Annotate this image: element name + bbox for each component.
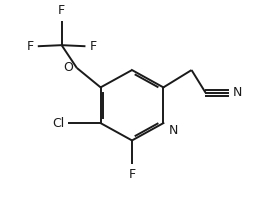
Text: F: F: [27, 40, 34, 53]
Text: F: F: [129, 168, 135, 181]
Text: O: O: [64, 61, 74, 74]
Text: F: F: [89, 40, 96, 53]
Text: N: N: [169, 124, 178, 137]
Text: Cl: Cl: [53, 117, 65, 130]
Text: F: F: [58, 4, 65, 17]
Text: N: N: [232, 86, 242, 99]
